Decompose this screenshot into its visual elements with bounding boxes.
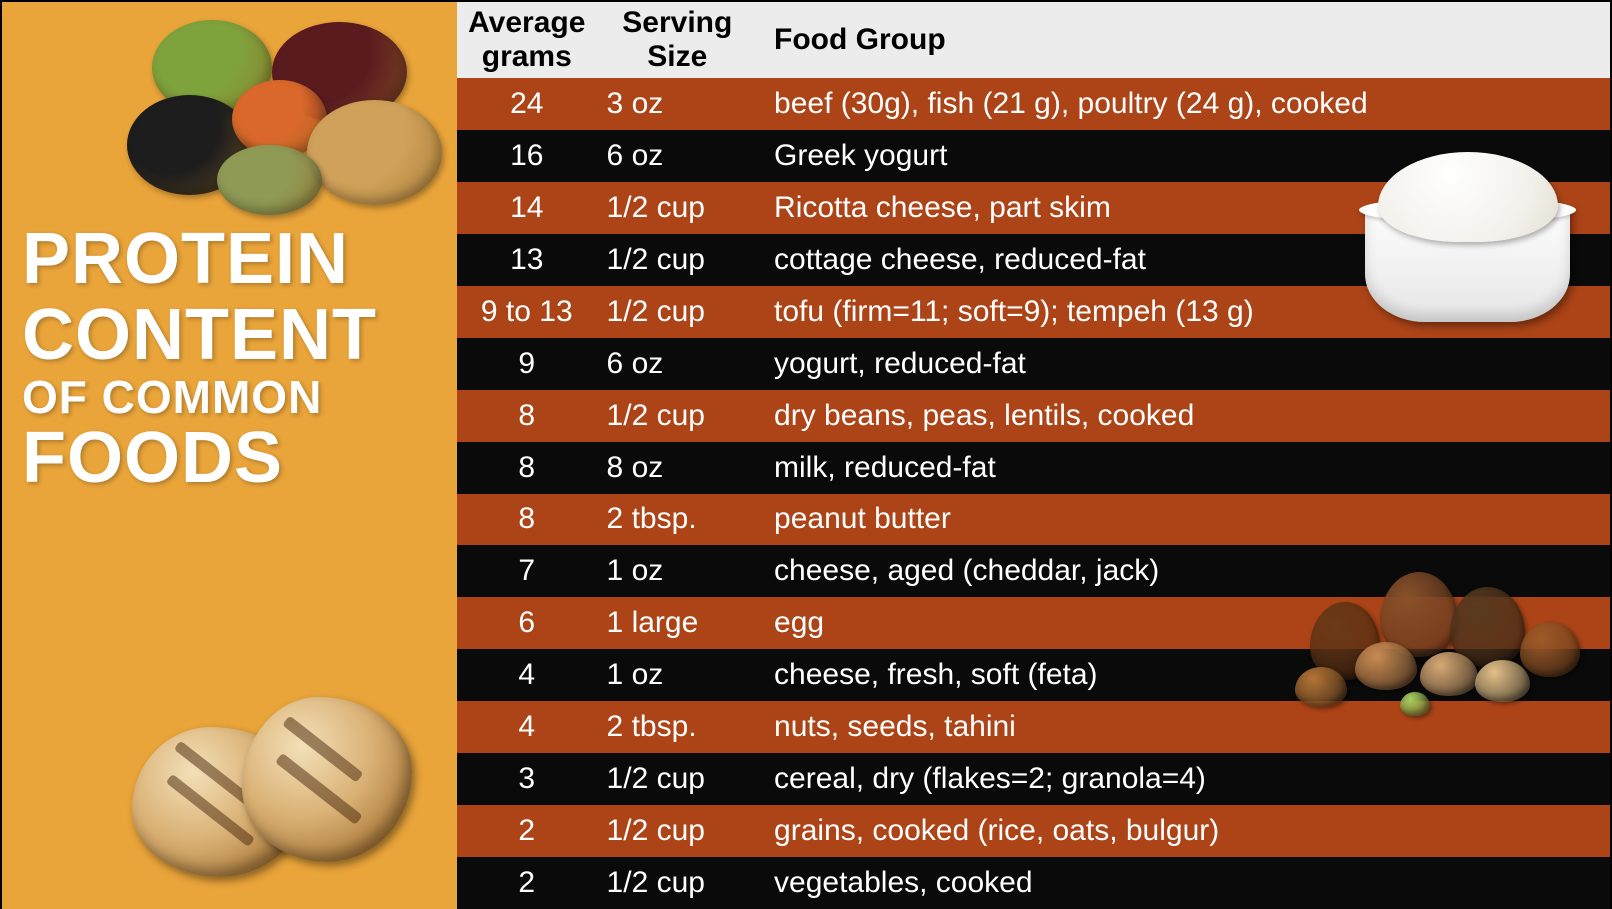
grilled-chicken-illustration <box>122 692 422 902</box>
cell-grams: 2 <box>457 814 597 848</box>
cell-size: 1/2 cup <box>597 243 756 277</box>
cell-size: 6 oz <box>597 139 756 173</box>
table-row: 31/2 cupcereal, dry (flakes=2; granola=4… <box>457 753 1610 805</box>
cell-food: Ricotta cheese, part skim <box>756 191 1610 225</box>
cell-grams: 16 <box>457 139 597 173</box>
cell-food: yogurt, reduced-fat <box>756 347 1610 381</box>
cell-grams: 3 <box>457 762 597 796</box>
cell-food: nuts, seeds, tahini <box>756 710 1610 744</box>
table-row: 61 largeegg <box>457 597 1610 649</box>
cell-food: dry beans, peas, lentils, cooked <box>756 399 1610 433</box>
cell-grams: 2 <box>457 866 597 900</box>
cell-grams: 4 <box>457 658 597 692</box>
cell-size: 1/2 cup <box>597 295 756 329</box>
table-row: 71 ozcheese, aged (cheddar, jack) <box>457 545 1610 597</box>
protein-table-panel: Averagegrams ServingSize Food Group 243 … <box>457 2 1610 909</box>
cell-size: 1/2 cup <box>597 814 756 848</box>
table-row: 42 tbsp.nuts, seeds, tahini <box>457 701 1610 753</box>
table-row: 21/2 cupgrains, cooked (rice, oats, bulg… <box>457 805 1610 857</box>
table-row: 166 ozGreek yogurt <box>457 130 1610 182</box>
cell-size: 6 oz <box>597 347 756 381</box>
column-header-size: ServingSize <box>597 6 756 74</box>
left-title-panel: PROTEIN CONTENT OF COMMON FOODS <box>2 2 457 909</box>
cell-grams: 24 <box>457 87 597 121</box>
title-line-3: OF COMMON <box>22 373 377 421</box>
table-row: 9 to 131/2 cuptofu (firm=11; soft=9); te… <box>457 286 1610 338</box>
cell-grams: 8 <box>457 502 597 536</box>
column-header-food: Food Group <box>756 23 1610 57</box>
cell-food: tofu (firm=11; soft=9); tempeh (13 g) <box>756 295 1610 329</box>
cell-size: 3 oz <box>597 87 756 121</box>
cell-food: cheese, aged (cheddar, jack) <box>756 554 1610 588</box>
cell-food: milk, reduced-fat <box>756 451 1610 485</box>
cell-grams: 9 <box>457 347 597 381</box>
cell-grams: 4 <box>457 710 597 744</box>
cell-grams: 13 <box>457 243 597 277</box>
cell-food: grains, cooked (rice, oats, bulgur) <box>756 814 1610 848</box>
table-row: 21/2 cupvegetables, cooked <box>457 857 1610 909</box>
table-row: 243 ozbeef (30g), fish (21 g), poultry (… <box>457 78 1610 130</box>
table-row: 96 ozyogurt, reduced-fat <box>457 338 1610 390</box>
cell-food: cheese, fresh, soft (feta) <box>756 658 1610 692</box>
cell-food: peanut butter <box>756 502 1610 536</box>
cell-food: vegetables, cooked <box>756 866 1610 900</box>
cell-size: 1 large <box>597 606 756 640</box>
cell-size: 1 oz <box>597 658 756 692</box>
cell-grams: 8 <box>457 451 597 485</box>
title-line-1: PROTEIN <box>22 222 377 298</box>
table-row: 41 ozcheese, fresh, soft (feta) <box>457 649 1610 701</box>
infographic-canvas: PROTEIN CONTENT OF COMMON FOODS Averageg… <box>0 0 1612 907</box>
title-line-2: CONTENT <box>22 298 377 374</box>
cell-size: 1/2 cup <box>597 866 756 900</box>
title-block: PROTEIN CONTENT OF COMMON FOODS <box>22 222 377 497</box>
cell-food: egg <box>756 606 1610 640</box>
table-row: 82 tbsp.peanut butter <box>457 494 1610 546</box>
cell-size: 8 oz <box>597 451 756 485</box>
cell-size: 2 tbsp. <box>597 710 756 744</box>
cell-size: 2 tbsp. <box>597 502 756 536</box>
cell-food: cottage cheese, reduced-fat <box>756 243 1610 277</box>
cell-grams: 9 to 13 <box>457 295 597 329</box>
cell-grams: 8 <box>457 399 597 433</box>
cell-food: Greek yogurt <box>756 139 1610 173</box>
cell-food: beef (30g), fish (21 g), poultry (24 g),… <box>756 87 1610 121</box>
cell-size: 1 oz <box>597 554 756 588</box>
title-line-4: FOODS <box>22 421 377 497</box>
table-body: 243 ozbeef (30g), fish (21 g), poultry (… <box>457 78 1610 909</box>
column-header-grams: Averagegrams <box>457 6 597 74</box>
table-header-row: Averagegrams ServingSize Food Group <box>457 2 1610 78</box>
cell-food: cereal, dry (flakes=2; granola=4) <box>756 762 1610 796</box>
table-row: 88 ozmilk, reduced-fat <box>457 442 1610 494</box>
table-row: 141/2 cupRicotta cheese, part skim <box>457 182 1610 234</box>
cell-size: 1/2 cup <box>597 399 756 433</box>
legumes-illustration <box>122 10 442 210</box>
table-row: 131/2 cupcottage cheese, reduced-fat <box>457 234 1610 286</box>
cell-grams: 14 <box>457 191 597 225</box>
table-row: 81/2 cupdry beans, peas, lentils, cooked <box>457 390 1610 442</box>
cell-size: 1/2 cup <box>597 762 756 796</box>
cell-grams: 6 <box>457 606 597 640</box>
cell-grams: 7 <box>457 554 597 588</box>
cell-size: 1/2 cup <box>597 191 756 225</box>
